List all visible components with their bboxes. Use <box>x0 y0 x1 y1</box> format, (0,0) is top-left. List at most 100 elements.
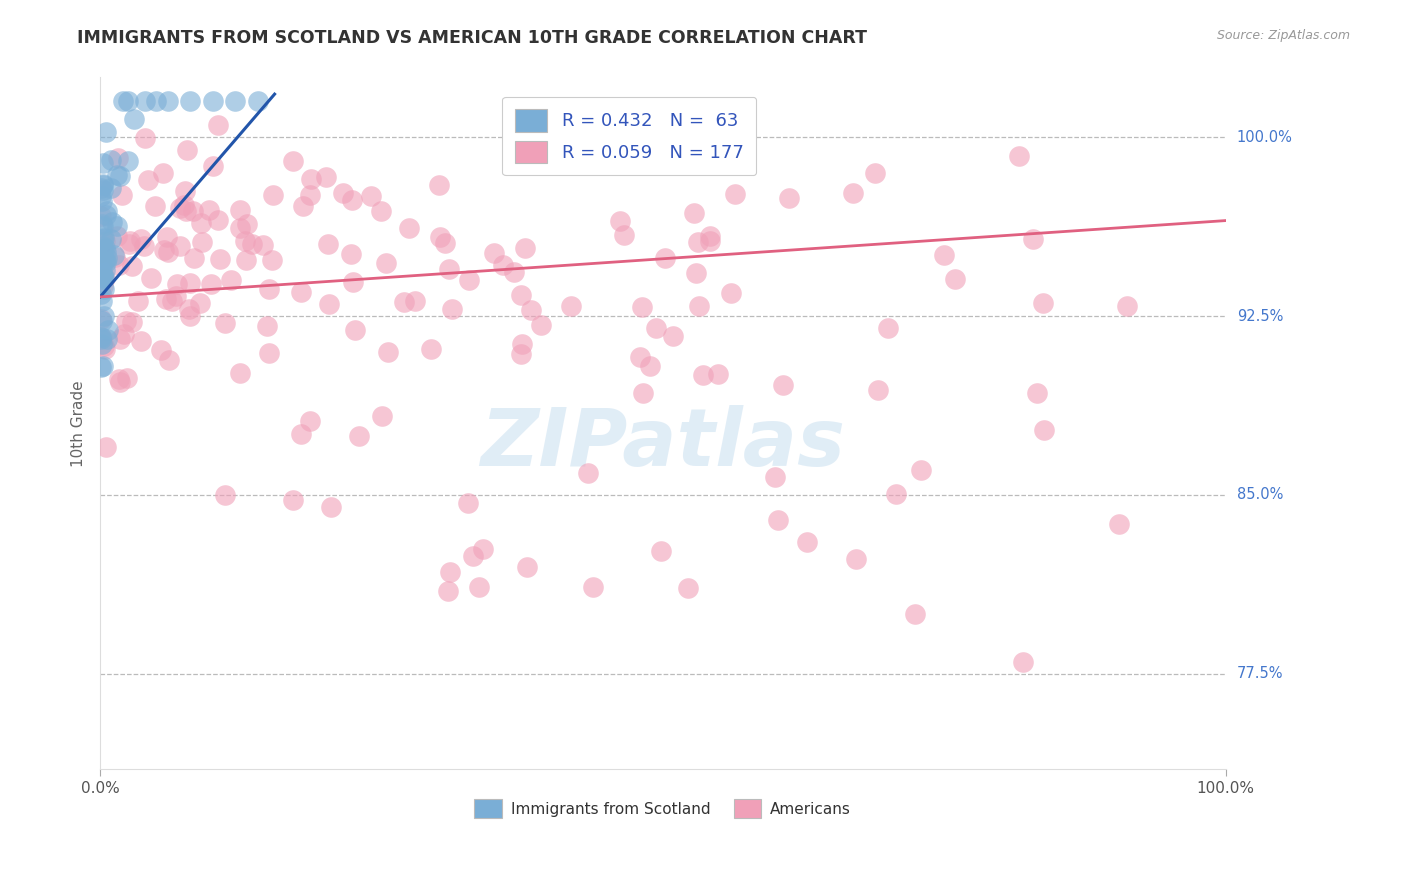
Point <box>778 191 800 205</box>
Point <box>181 203 204 218</box>
Point <box>676 581 699 595</box>
Point <box>262 187 284 202</box>
Point <box>630 300 652 314</box>
Point <box>520 303 543 318</box>
Point <box>93 231 115 245</box>
Point <box>724 186 747 201</box>
Point <box>94 343 117 357</box>
Point <box>654 252 676 266</box>
Point <box>90 210 112 224</box>
Text: 77.5%: 77.5% <box>1237 666 1284 681</box>
Point <box>90 258 112 272</box>
Point <box>112 327 135 342</box>
Point <box>229 203 252 218</box>
Point <box>91 272 114 286</box>
Point <box>91 244 114 258</box>
Point <box>91 337 114 351</box>
Point <box>945 271 967 285</box>
Point <box>117 95 139 109</box>
Point <box>94 440 117 454</box>
Point <box>94 208 117 222</box>
Point <box>131 231 153 245</box>
Point <box>169 239 191 253</box>
Point <box>177 302 200 317</box>
Point <box>139 271 162 285</box>
Point <box>229 221 252 235</box>
Point <box>169 201 191 215</box>
Point <box>349 429 371 443</box>
Point <box>105 228 128 243</box>
Point <box>342 193 364 207</box>
Point <box>105 168 128 182</box>
Point <box>136 173 159 187</box>
Legend: Immigrants from Scotland, Americans: Immigrants from Scotland, Americans <box>468 793 858 824</box>
Point <box>110 169 132 183</box>
Point <box>90 260 112 275</box>
Point <box>90 181 112 195</box>
Point <box>688 299 710 313</box>
Point <box>179 276 201 290</box>
Point <box>682 205 704 219</box>
Point <box>370 409 392 423</box>
Point <box>283 154 305 169</box>
Point <box>315 169 337 184</box>
Point <box>91 244 114 259</box>
Point <box>638 359 661 374</box>
Point <box>150 343 173 357</box>
Point <box>97 323 120 337</box>
Point <box>91 268 114 283</box>
Point <box>281 492 304 507</box>
Point <box>510 337 533 351</box>
Point <box>419 342 441 356</box>
Point <box>290 427 312 442</box>
Point <box>904 607 927 621</box>
Point <box>291 199 314 213</box>
Point <box>91 232 114 246</box>
Point <box>932 248 955 262</box>
Point <box>179 95 201 109</box>
Point <box>156 230 179 244</box>
Point <box>202 160 225 174</box>
Point <box>93 271 115 285</box>
Y-axis label: 10th Grade: 10th Grade <box>72 380 86 467</box>
Point <box>152 166 174 180</box>
Point <box>183 251 205 265</box>
Point <box>766 513 789 527</box>
Point <box>143 199 166 213</box>
Point <box>91 219 114 234</box>
Point <box>392 295 415 310</box>
Point <box>176 143 198 157</box>
Point <box>121 315 143 329</box>
Point <box>316 236 339 251</box>
Point <box>865 166 887 180</box>
Point <box>246 95 269 109</box>
Point <box>866 383 889 397</box>
Point <box>233 234 256 248</box>
Text: ZIPatlas: ZIPatlas <box>481 405 845 483</box>
Point <box>90 189 112 203</box>
Point <box>134 95 156 109</box>
Point <box>631 385 654 400</box>
Point <box>91 331 114 345</box>
Point <box>685 266 707 280</box>
Point <box>96 255 118 269</box>
Point <box>240 237 263 252</box>
Point <box>129 334 152 349</box>
Point <box>299 172 322 186</box>
Point <box>692 368 714 383</box>
Point <box>720 286 742 301</box>
Point <box>207 118 229 132</box>
Point <box>628 351 651 365</box>
Point <box>96 203 118 218</box>
Point <box>145 95 167 109</box>
Point <box>772 377 794 392</box>
Point <box>165 289 187 303</box>
Point <box>174 204 197 219</box>
Point <box>1032 296 1054 310</box>
Point <box>105 219 128 233</box>
Point <box>108 258 131 272</box>
Point <box>117 154 139 169</box>
Point <box>612 119 634 133</box>
Point <box>173 184 195 198</box>
Point <box>471 541 494 556</box>
